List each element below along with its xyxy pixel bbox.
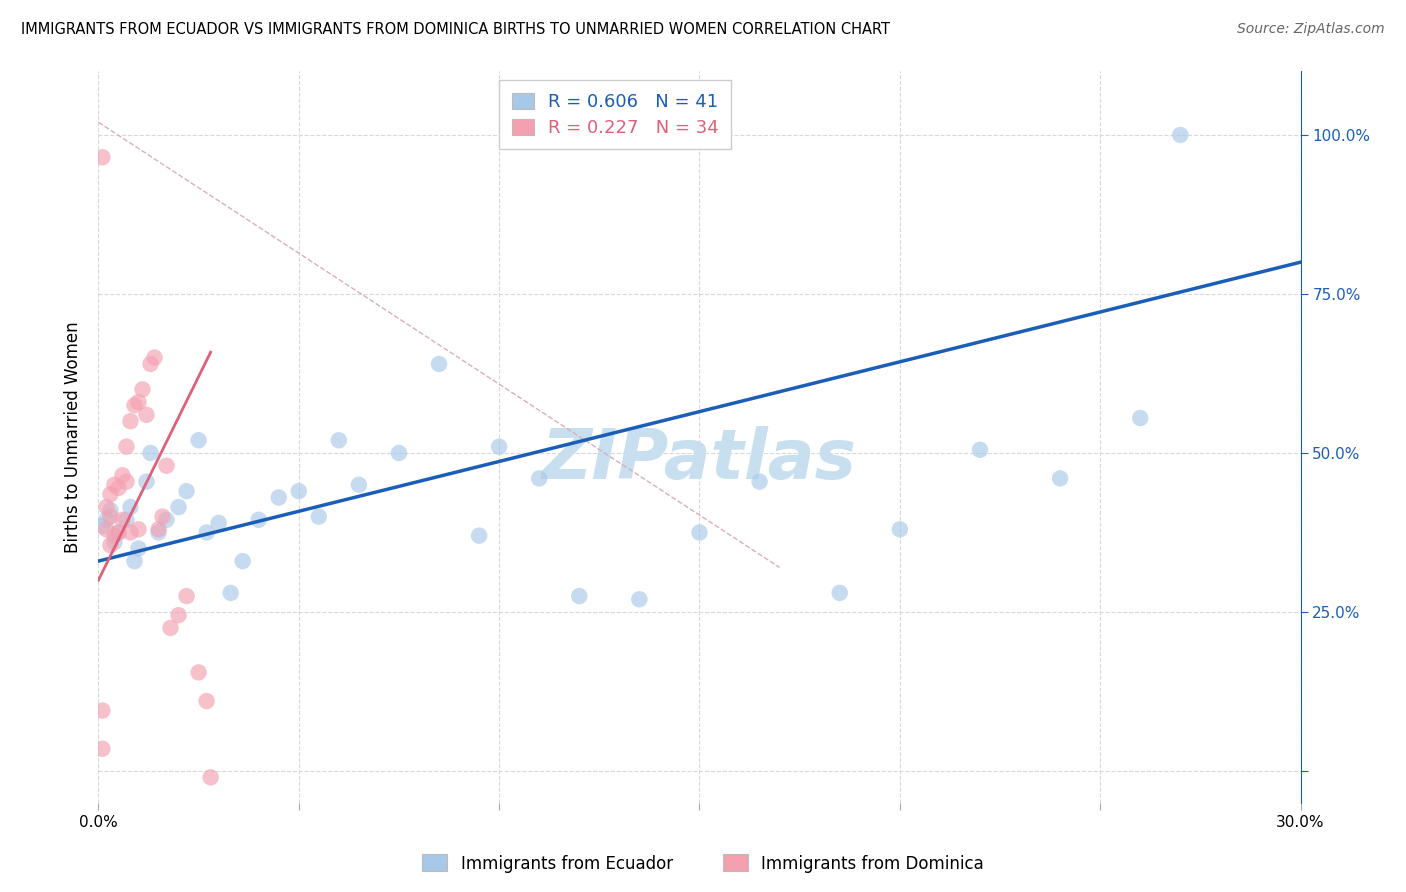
Point xyxy=(135,408,157,422)
Point xyxy=(167,500,190,514)
Point xyxy=(148,525,170,540)
Point xyxy=(107,525,129,540)
Point xyxy=(195,525,218,540)
Point xyxy=(115,513,138,527)
Point xyxy=(828,586,851,600)
Point xyxy=(388,446,411,460)
Point xyxy=(91,741,114,756)
Point xyxy=(100,503,122,517)
Point xyxy=(155,458,177,473)
Legend: Immigrants from Ecuador, Immigrants from Dominica: Immigrants from Ecuador, Immigrants from… xyxy=(416,847,990,880)
Text: IMMIGRANTS FROM ECUADOR VS IMMIGRANTS FROM DOMINICA BIRTHS TO UNMARRIED WOMEN CO: IMMIGRANTS FROM ECUADOR VS IMMIGRANTS FR… xyxy=(21,22,890,37)
Point xyxy=(124,554,146,568)
Point xyxy=(131,383,153,397)
Point xyxy=(148,522,170,536)
Point xyxy=(128,522,150,536)
Point xyxy=(128,395,150,409)
Point xyxy=(468,529,491,543)
Point xyxy=(1129,411,1152,425)
Point xyxy=(200,770,222,784)
Point xyxy=(96,522,118,536)
Point xyxy=(328,434,350,448)
Text: Source: ZipAtlas.com: Source: ZipAtlas.com xyxy=(1237,22,1385,37)
Legend: R = 0.606   N = 41, R = 0.227   N = 34: R = 0.606 N = 41, R = 0.227 N = 34 xyxy=(499,80,731,150)
Point xyxy=(488,440,510,454)
Point xyxy=(208,516,231,530)
Text: ZIPatlas: ZIPatlas xyxy=(541,425,858,492)
Point xyxy=(139,357,162,371)
Point xyxy=(115,440,138,454)
Point xyxy=(1170,128,1192,142)
Y-axis label: Births to Unmarried Women: Births to Unmarried Women xyxy=(65,321,83,553)
Point xyxy=(748,475,770,489)
Point xyxy=(96,500,118,514)
Point xyxy=(128,541,150,556)
Point xyxy=(232,554,254,568)
Point xyxy=(176,589,198,603)
Point xyxy=(159,621,181,635)
Point xyxy=(288,484,311,499)
Point xyxy=(176,484,198,499)
Point xyxy=(100,509,122,524)
Point xyxy=(103,477,125,491)
Point xyxy=(120,414,142,428)
Point xyxy=(187,434,209,448)
Point xyxy=(219,586,242,600)
Point xyxy=(568,589,591,603)
Point xyxy=(120,525,142,540)
Point xyxy=(135,475,157,489)
Point xyxy=(889,522,911,536)
Point xyxy=(195,694,218,708)
Point xyxy=(347,477,370,491)
Point xyxy=(139,446,162,460)
Point xyxy=(124,398,146,412)
Point xyxy=(91,150,114,164)
Point xyxy=(689,525,711,540)
Point xyxy=(96,513,118,527)
Point xyxy=(91,519,114,533)
Point xyxy=(91,704,114,718)
Point xyxy=(427,357,450,371)
Point xyxy=(628,592,651,607)
Point xyxy=(107,481,129,495)
Point xyxy=(187,665,209,680)
Point xyxy=(529,471,551,485)
Point xyxy=(969,442,991,457)
Point xyxy=(111,468,134,483)
Point xyxy=(143,351,166,365)
Point xyxy=(100,538,122,552)
Point xyxy=(111,513,134,527)
Point xyxy=(115,475,138,489)
Point xyxy=(267,491,290,505)
Point xyxy=(247,513,270,527)
Point xyxy=(107,525,129,540)
Point xyxy=(1049,471,1071,485)
Point xyxy=(100,487,122,501)
Point xyxy=(308,509,330,524)
Point xyxy=(120,500,142,514)
Point xyxy=(152,509,174,524)
Point xyxy=(155,513,177,527)
Point xyxy=(103,529,125,543)
Point xyxy=(103,535,125,549)
Point xyxy=(167,608,190,623)
